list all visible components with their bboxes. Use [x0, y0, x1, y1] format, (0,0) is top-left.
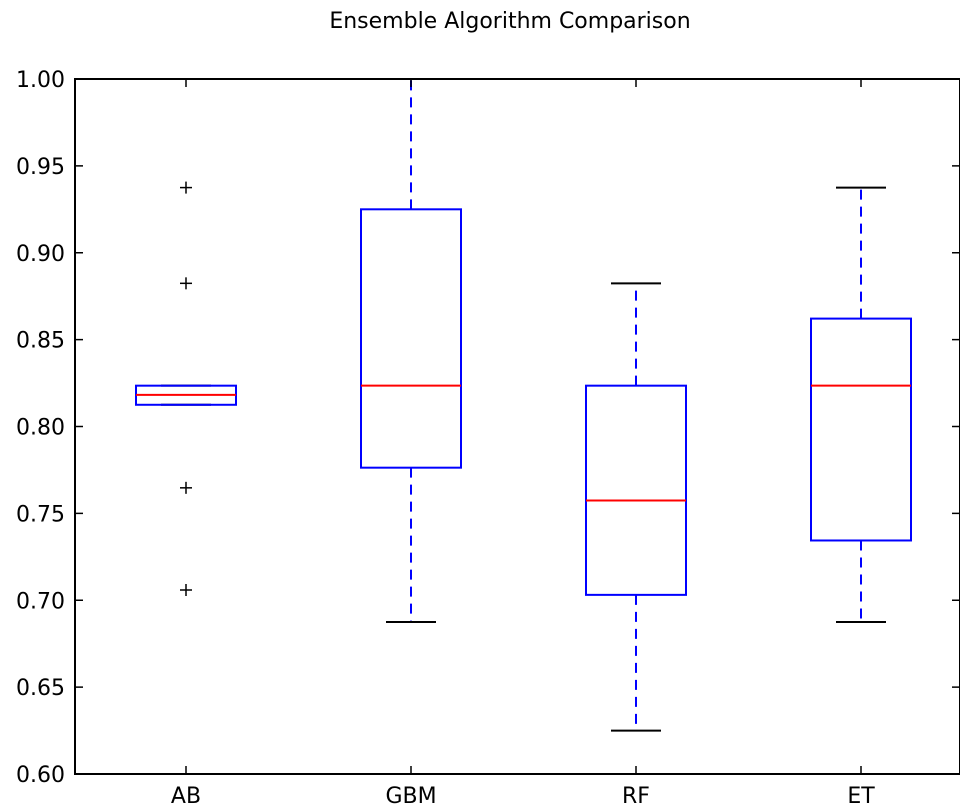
y-tick-label: 0.90 — [16, 242, 65, 267]
outlier-ab-2 — [180, 277, 192, 290]
plot-frame — [74, 78, 960, 775]
box-group-et — [810, 186, 912, 623]
y-tick-label: 0.75 — [16, 502, 65, 527]
y-tick-label: 0.85 — [16, 329, 65, 354]
box-et — [810, 317, 912, 542]
y-tick-label: 0.70 — [16, 589, 65, 614]
y-tick-label: 0.65 — [16, 676, 65, 701]
outlier-ab-4 — [180, 583, 192, 596]
x-tick-label-rf: RF — [622, 784, 650, 806]
x-tick-label-gbm: GBM — [385, 784, 436, 806]
chart-title: Ensemble Algorithm Comparison — [329, 9, 690, 34]
outlier-ab-1 — [180, 181, 192, 194]
plot-area — [135, 78, 912, 732]
x-tick-label-ab: AB — [171, 784, 201, 806]
box-rf — [585, 384, 687, 596]
x-tick-label-et: ET — [847, 784, 875, 806]
box-group-rf — [585, 282, 687, 732]
axes: AB GBM RF ET 0.60 0.65 0.70 0.75 0.80 0.85 0.90 0.9… — [16, 68, 960, 806]
outlier-ab-3 — [180, 481, 192, 494]
y-tick-label: 1.00 — [16, 68, 65, 93]
y-tick-label: 0.95 — [16, 155, 65, 180]
box-group-gbm — [360, 78, 462, 623]
box-gbm — [360, 208, 462, 469]
y-tick-label: 0.80 — [16, 416, 65, 441]
box-group-ab — [135, 181, 237, 596]
y-tick-label: 0.60 — [16, 763, 65, 788]
